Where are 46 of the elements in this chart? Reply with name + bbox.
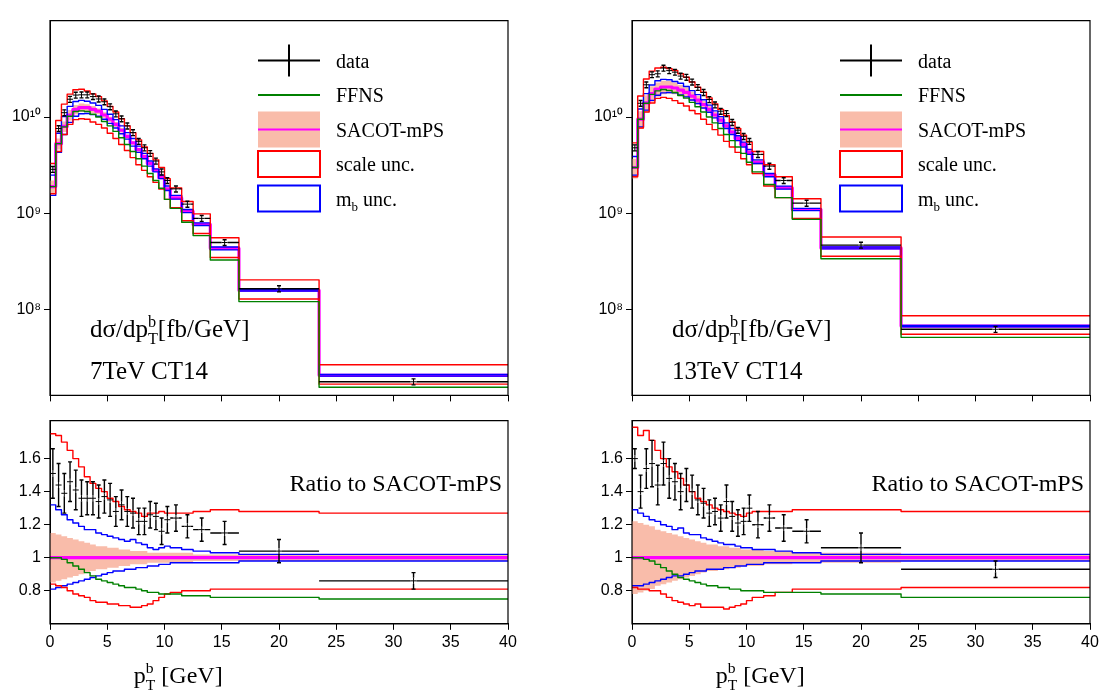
x-tick-label: 10 — [155, 632, 174, 650]
y-tick-label: 1.2 — [18, 515, 42, 533]
legend-label: scale unc. — [918, 153, 997, 176]
x-tick-label: 0 — [627, 632, 637, 650]
legend-label: FFNS — [918, 84, 966, 107]
x-tick-label: 20 — [852, 632, 870, 650]
y-tick-label: 10⁹ — [16, 203, 41, 221]
legend-label: scale unc. — [336, 153, 415, 176]
y-tick-label: 1.6 — [18, 449, 42, 466]
y-tick-label: 10⁸ — [598, 300, 623, 318]
annotation: Ratio to SACOT-mPS — [289, 469, 502, 496]
y-tick-label: 1.4 — [600, 482, 624, 500]
x-tick-label: 25 — [909, 632, 928, 650]
y-tick-label: 1.2 — [600, 515, 624, 533]
legend-label: data — [918, 49, 952, 72]
annotation: Ratio to SACOT-mPS — [871, 469, 1084, 496]
legend-label: SACOT-mPS — [918, 118, 1027, 141]
y-tick-label: 0.8 — [18, 581, 42, 599]
y-tick-label: 10⁸ — [16, 300, 41, 318]
legend-label: SACOT-mPS — [336, 118, 445, 141]
x-tick-label: 10 — [737, 632, 756, 650]
y-tick-label: 1 — [614, 548, 624, 566]
x-tick-label: 15 — [794, 632, 813, 650]
x-tick-label: 15 — [212, 632, 231, 650]
y-tick-label: 1 — [32, 548, 42, 566]
x-tick-label: 35 — [441, 632, 460, 650]
y-tick-label: 1.4 — [18, 482, 42, 500]
x-tick-label: 40 — [1081, 632, 1099, 650]
x-tick-label: 20 — [270, 632, 288, 650]
x-tick-label: 5 — [102, 632, 112, 650]
y-tick-label: 1.6 — [600, 449, 624, 466]
y-tick-label: 10⁹ — [598, 203, 623, 221]
annotation: 7TeV CT14 — [90, 357, 209, 385]
y-tick-label: 0.8 — [600, 581, 624, 599]
x-tick-label: 40 — [499, 632, 517, 650]
x-tick-label: 0 — [45, 632, 55, 650]
x-tick-label: 25 — [327, 632, 346, 650]
y-tick-label: 10¹⁰ — [593, 107, 623, 125]
x-tick-label: 5 — [684, 632, 694, 650]
legend-label: FFNS — [336, 84, 384, 107]
x-tick-label: 35 — [1023, 632, 1042, 650]
legend-label: data — [336, 49, 370, 72]
x-tick-label: 30 — [966, 632, 985, 650]
annotation: 13TeV CT14 — [672, 357, 803, 385]
x-tick-label: 30 — [384, 632, 403, 650]
y-tick-label: 10¹⁰ — [11, 107, 41, 125]
